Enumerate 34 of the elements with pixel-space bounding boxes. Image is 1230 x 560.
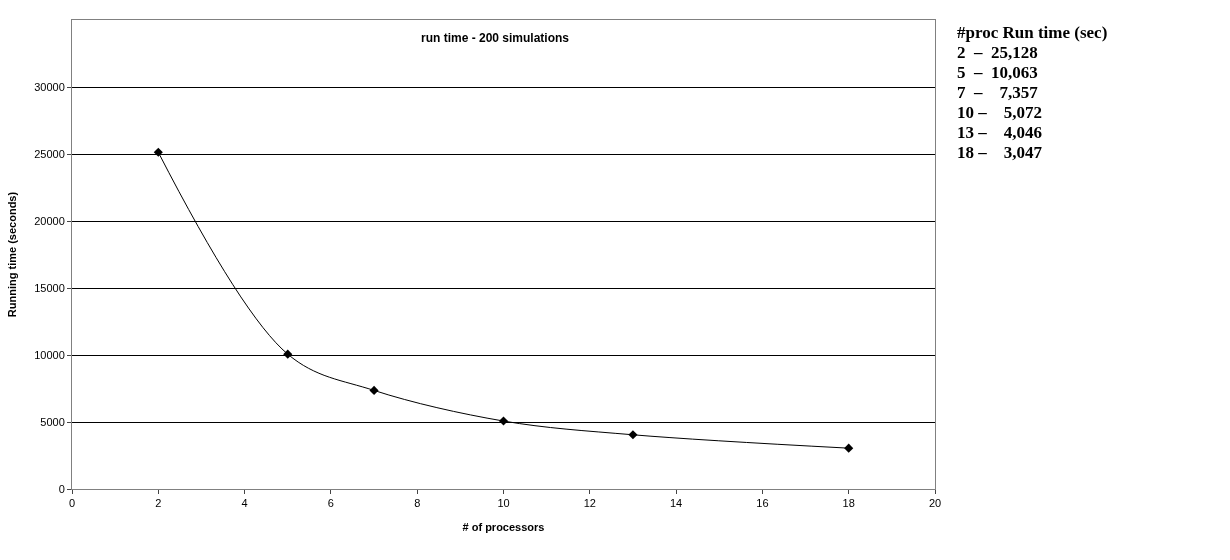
x-tick-label: 4 xyxy=(241,497,248,510)
y-tick-label: 25000 xyxy=(34,147,65,160)
point xyxy=(844,443,854,453)
point xyxy=(153,147,163,157)
x-tick-label: 0 xyxy=(68,497,76,510)
y-tick-label: 20000 xyxy=(34,214,65,227)
text: 10 – 5,072 xyxy=(957,103,1042,122)
x-tick-label: 20 xyxy=(928,497,942,510)
y-tick-label: 15000 xyxy=(34,281,65,294)
y-axis-title: Running time (seconds) xyxy=(5,191,18,318)
text: 7 – 7,357 xyxy=(957,83,1039,102)
x-tick-label: 18 xyxy=(842,497,855,510)
point xyxy=(498,416,509,426)
y-tick-label: 10000 xyxy=(34,348,65,361)
x-tick-label: 14 xyxy=(669,497,683,510)
y-tick-label: 5000 xyxy=(40,415,65,428)
text: #proc Run time (sec) xyxy=(957,23,1108,42)
text: 2 – 25,128 xyxy=(957,43,1038,62)
x-tick-label: 8 xyxy=(414,497,421,510)
y-tick-label: 0 xyxy=(58,482,65,495)
point xyxy=(369,385,379,395)
x-tick-label: 10 xyxy=(497,497,510,510)
x-tick-label: 2 xyxy=(155,497,162,510)
x-axis-title: # of processors xyxy=(462,521,545,534)
x-tick-label: 16 xyxy=(756,497,769,510)
text: 5 – 10,063 xyxy=(957,63,1038,82)
text: 18 – 3,047 xyxy=(957,143,1043,162)
x-tick-label: 6 xyxy=(327,497,334,510)
point xyxy=(628,430,638,440)
point xyxy=(283,349,293,359)
text: run time - 200 simulations xyxy=(420,31,570,46)
y-tick-label: 30000 xyxy=(34,80,65,93)
x-tick-label: 12 xyxy=(583,497,596,510)
text: 13 – 4,046 xyxy=(957,123,1042,142)
